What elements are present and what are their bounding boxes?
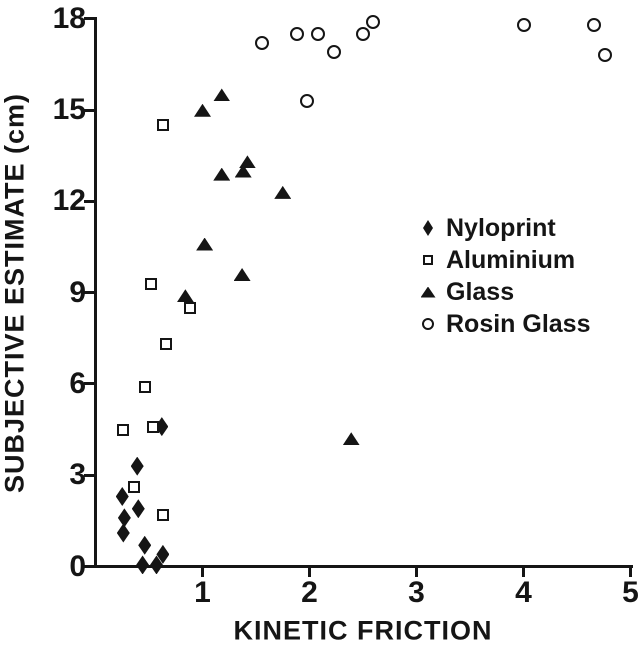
y-tick	[84, 291, 95, 295]
filled-triangle-legend-marker	[420, 286, 436, 298]
aluminium-point	[183, 301, 196, 314]
rosin-glass-point	[311, 27, 326, 42]
glass-point	[176, 289, 194, 303]
aluminium-point	[145, 277, 158, 290]
y-tick	[84, 108, 95, 112]
rosin-glass-point	[255, 36, 270, 51]
aluminium-point	[156, 119, 169, 132]
x-tick-label: 1	[194, 576, 211, 609]
rosin-glass-point	[597, 48, 612, 63]
rosin-glass-point	[289, 27, 304, 42]
aluminium-point	[128, 481, 141, 494]
aluminium-point	[156, 508, 169, 521]
legend-label-nyloprint: Nyloprint	[446, 213, 556, 242]
aluminium-point	[147, 420, 160, 433]
nyloprint-point	[138, 535, 152, 555]
rosin-glass-point	[587, 18, 602, 33]
nyloprint-point	[115, 487, 129, 507]
nyloprint-point	[130, 456, 144, 476]
aluminium-point	[160, 338, 173, 351]
glass-point	[213, 88, 231, 102]
legend-item-glass: Glass	[414, 276, 591, 308]
legend: Nyloprint Aluminium Glass Rosin Glass	[414, 212, 591, 340]
glass-point	[274, 185, 292, 199]
x-tick	[629, 567, 632, 577]
x-axis-label: KINETIC FRICTION	[233, 615, 493, 646]
nyloprint-point	[156, 544, 170, 564]
rosin-glass-point	[327, 45, 342, 60]
rosin-glass-point	[356, 27, 370, 42]
x-tick	[522, 567, 525, 577]
glass-point	[342, 432, 360, 446]
rosin-glass-point	[365, 14, 380, 29]
nyloprint-point	[149, 555, 163, 575]
legend-label-rosin-glass: Rosin Glass	[446, 309, 591, 338]
y-tick-label: 12	[52, 184, 86, 218]
legend-label-glass: Glass	[446, 277, 515, 306]
y-tick	[84, 473, 95, 477]
x-tick	[308, 567, 311, 577]
y-tick-label: 9	[69, 275, 86, 309]
nyloprint-point	[117, 508, 131, 528]
y-tick-label: 0	[69, 549, 86, 583]
open-circle-legend-marker	[422, 318, 434, 330]
x-tick-label: 2	[301, 576, 318, 609]
y-tick-label: 18	[52, 1, 86, 35]
rosin-glass-point	[516, 18, 531, 33]
open-circle-icon	[414, 318, 442, 330]
rosin-glass-point	[300, 94, 315, 109]
x-tick-label: 3	[408, 576, 425, 609]
y-tick-label: 6	[69, 366, 86, 400]
open-square-legend-marker	[423, 255, 433, 265]
y-tick	[84, 17, 95, 21]
filled-diamond-legend-marker	[423, 220, 433, 236]
y-tick	[84, 199, 95, 203]
y-tick	[84, 565, 95, 568]
nyloprint-point	[136, 555, 150, 575]
y-tick	[84, 382, 95, 386]
glass-point	[238, 155, 256, 169]
y-axis-label: SUBJECTIVE ESTIMATE (cm)	[0, 92, 30, 494]
glass-point	[233, 267, 251, 281]
glass-point	[194, 103, 211, 117]
x-axis	[94, 565, 633, 568]
x-tick-label: 5	[622, 576, 639, 609]
x-tick	[201, 567, 204, 577]
y-tick-label: 3	[69, 458, 86, 492]
open-square-icon	[414, 255, 442, 265]
y-tick-label: 15	[52, 93, 86, 127]
glass-point	[213, 167, 231, 181]
legend-item-nyloprint: Nyloprint	[414, 212, 591, 244]
x-tick-label: 4	[515, 576, 532, 609]
glass-point	[196, 237, 214, 251]
filled-triangle-icon	[414, 286, 442, 298]
nyloprint-point	[116, 523, 130, 543]
nyloprint-point	[131, 499, 145, 519]
x-tick	[415, 567, 418, 577]
filled-diamond-icon	[414, 220, 442, 236]
legend-item-rosin-glass: Rosin Glass	[414, 308, 591, 340]
y-axis	[94, 17, 97, 568]
legend-label-aluminium: Aluminium	[446, 245, 576, 274]
legend-item-aluminium: Aluminium	[414, 244, 591, 276]
aluminium-point	[117, 423, 130, 436]
aluminium-point	[138, 381, 151, 394]
